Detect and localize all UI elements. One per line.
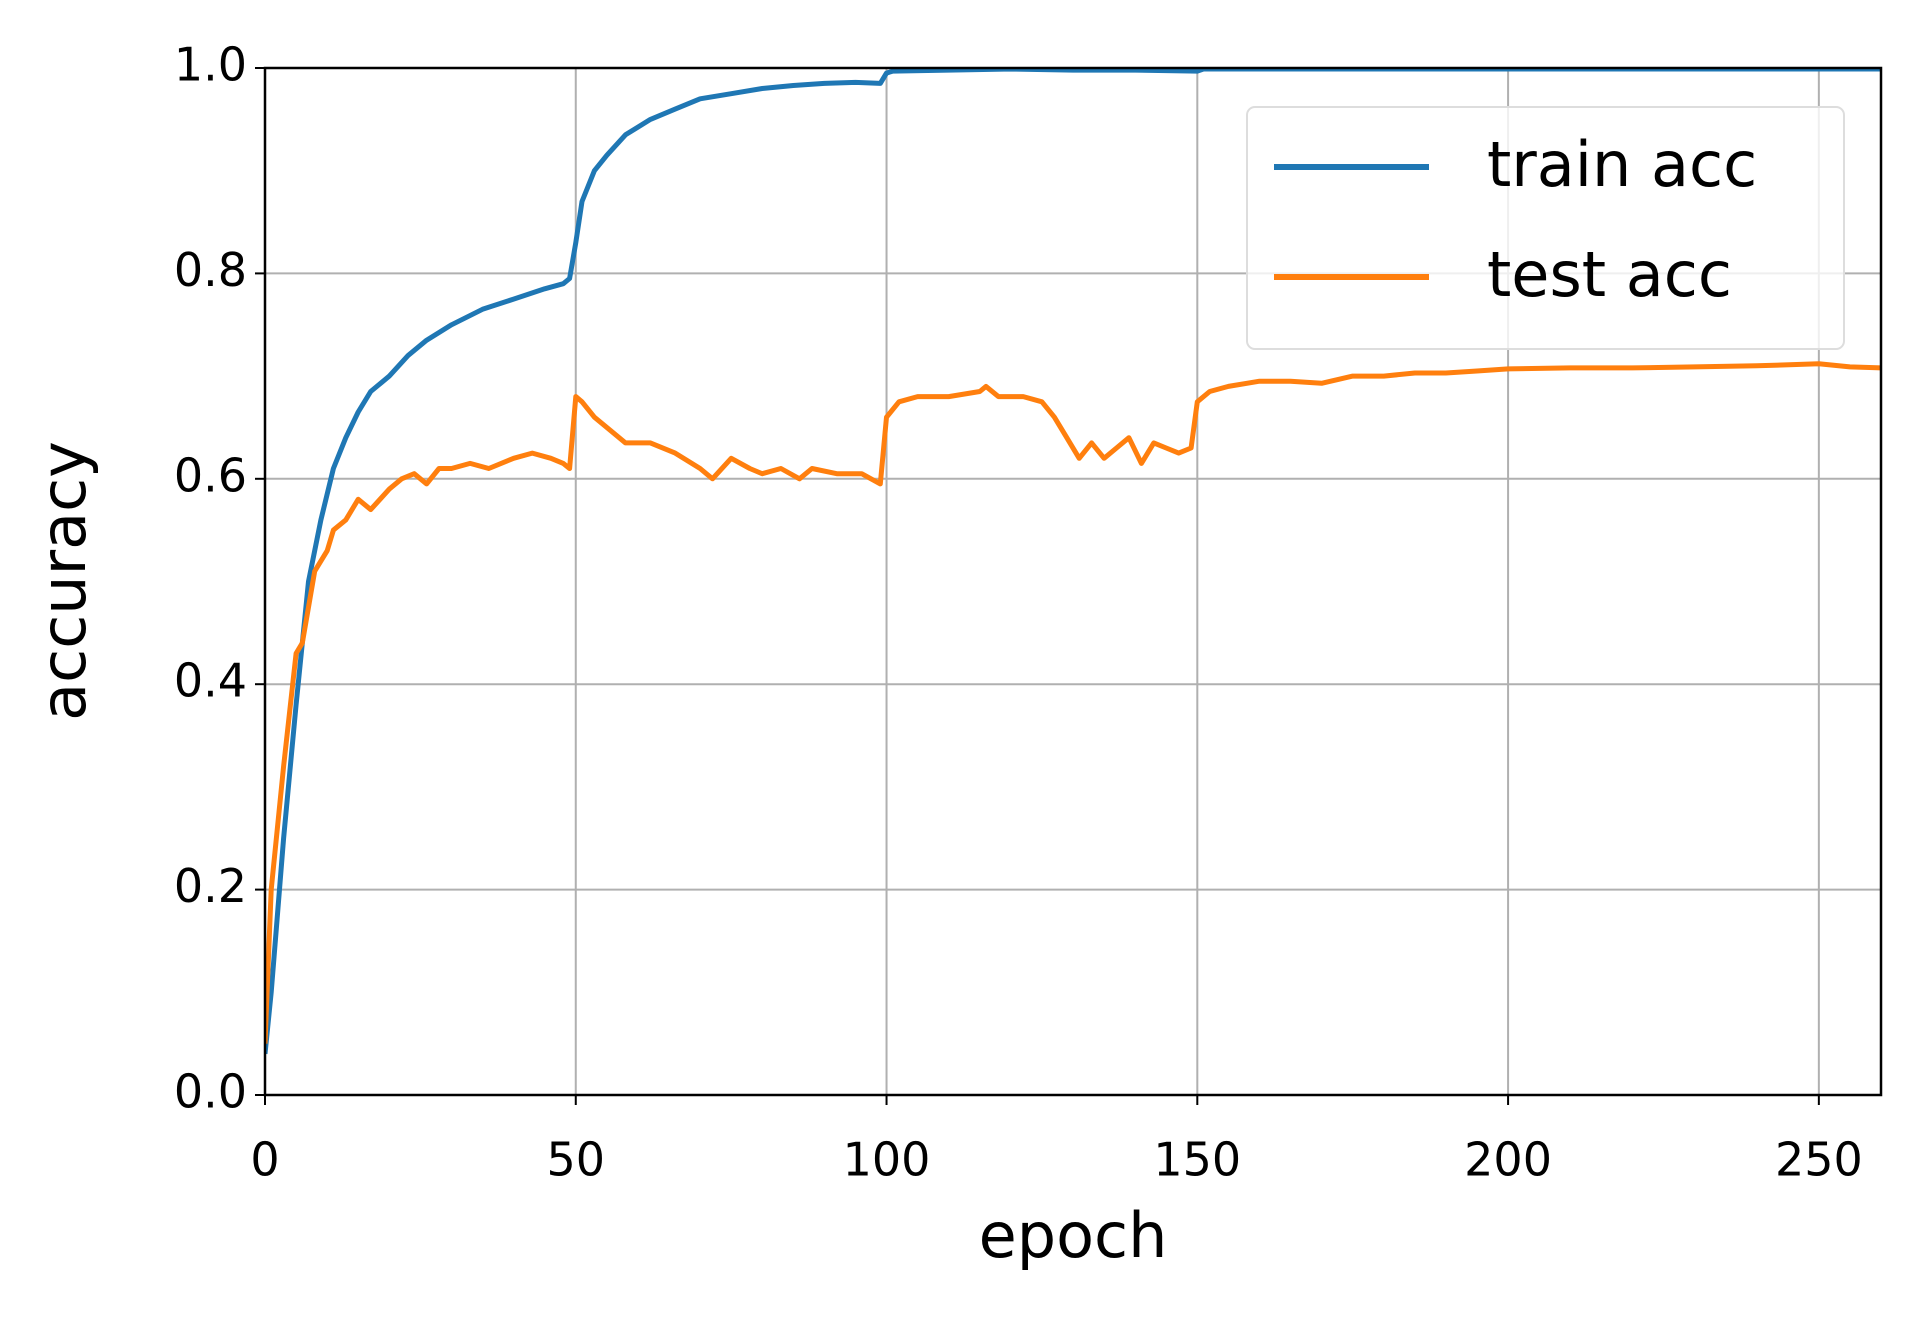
x-tick-label: 100 (843, 1133, 931, 1187)
x-axis-label: epoch (979, 1199, 1168, 1272)
y-tick-label: 1.0 (174, 38, 247, 92)
y-tick-label: 0.4 (174, 654, 247, 708)
line-series (265, 361, 1881, 1044)
x-tick-label: 250 (1775, 1133, 1863, 1187)
plot-frame (263, 66, 1883, 1097)
x-tick-label: 50 (546, 1133, 605, 1187)
y-tick-label: 0.6 (174, 448, 247, 502)
y-axis-label: accuracy (27, 441, 100, 721)
legend-label: train acc (1487, 128, 1757, 201)
x-tick-label: 0 (250, 1133, 279, 1187)
x-tick-label: 200 (1464, 1133, 1552, 1187)
y-tick-label: 0.8 (174, 243, 247, 297)
line-series (265, 68, 1881, 1055)
y-tick-label: 0.0 (174, 1065, 247, 1119)
y-tick-label: 0.2 (174, 859, 247, 913)
x-tick-label: 150 (1153, 1133, 1241, 1187)
legend-label: test acc (1487, 238, 1732, 311)
